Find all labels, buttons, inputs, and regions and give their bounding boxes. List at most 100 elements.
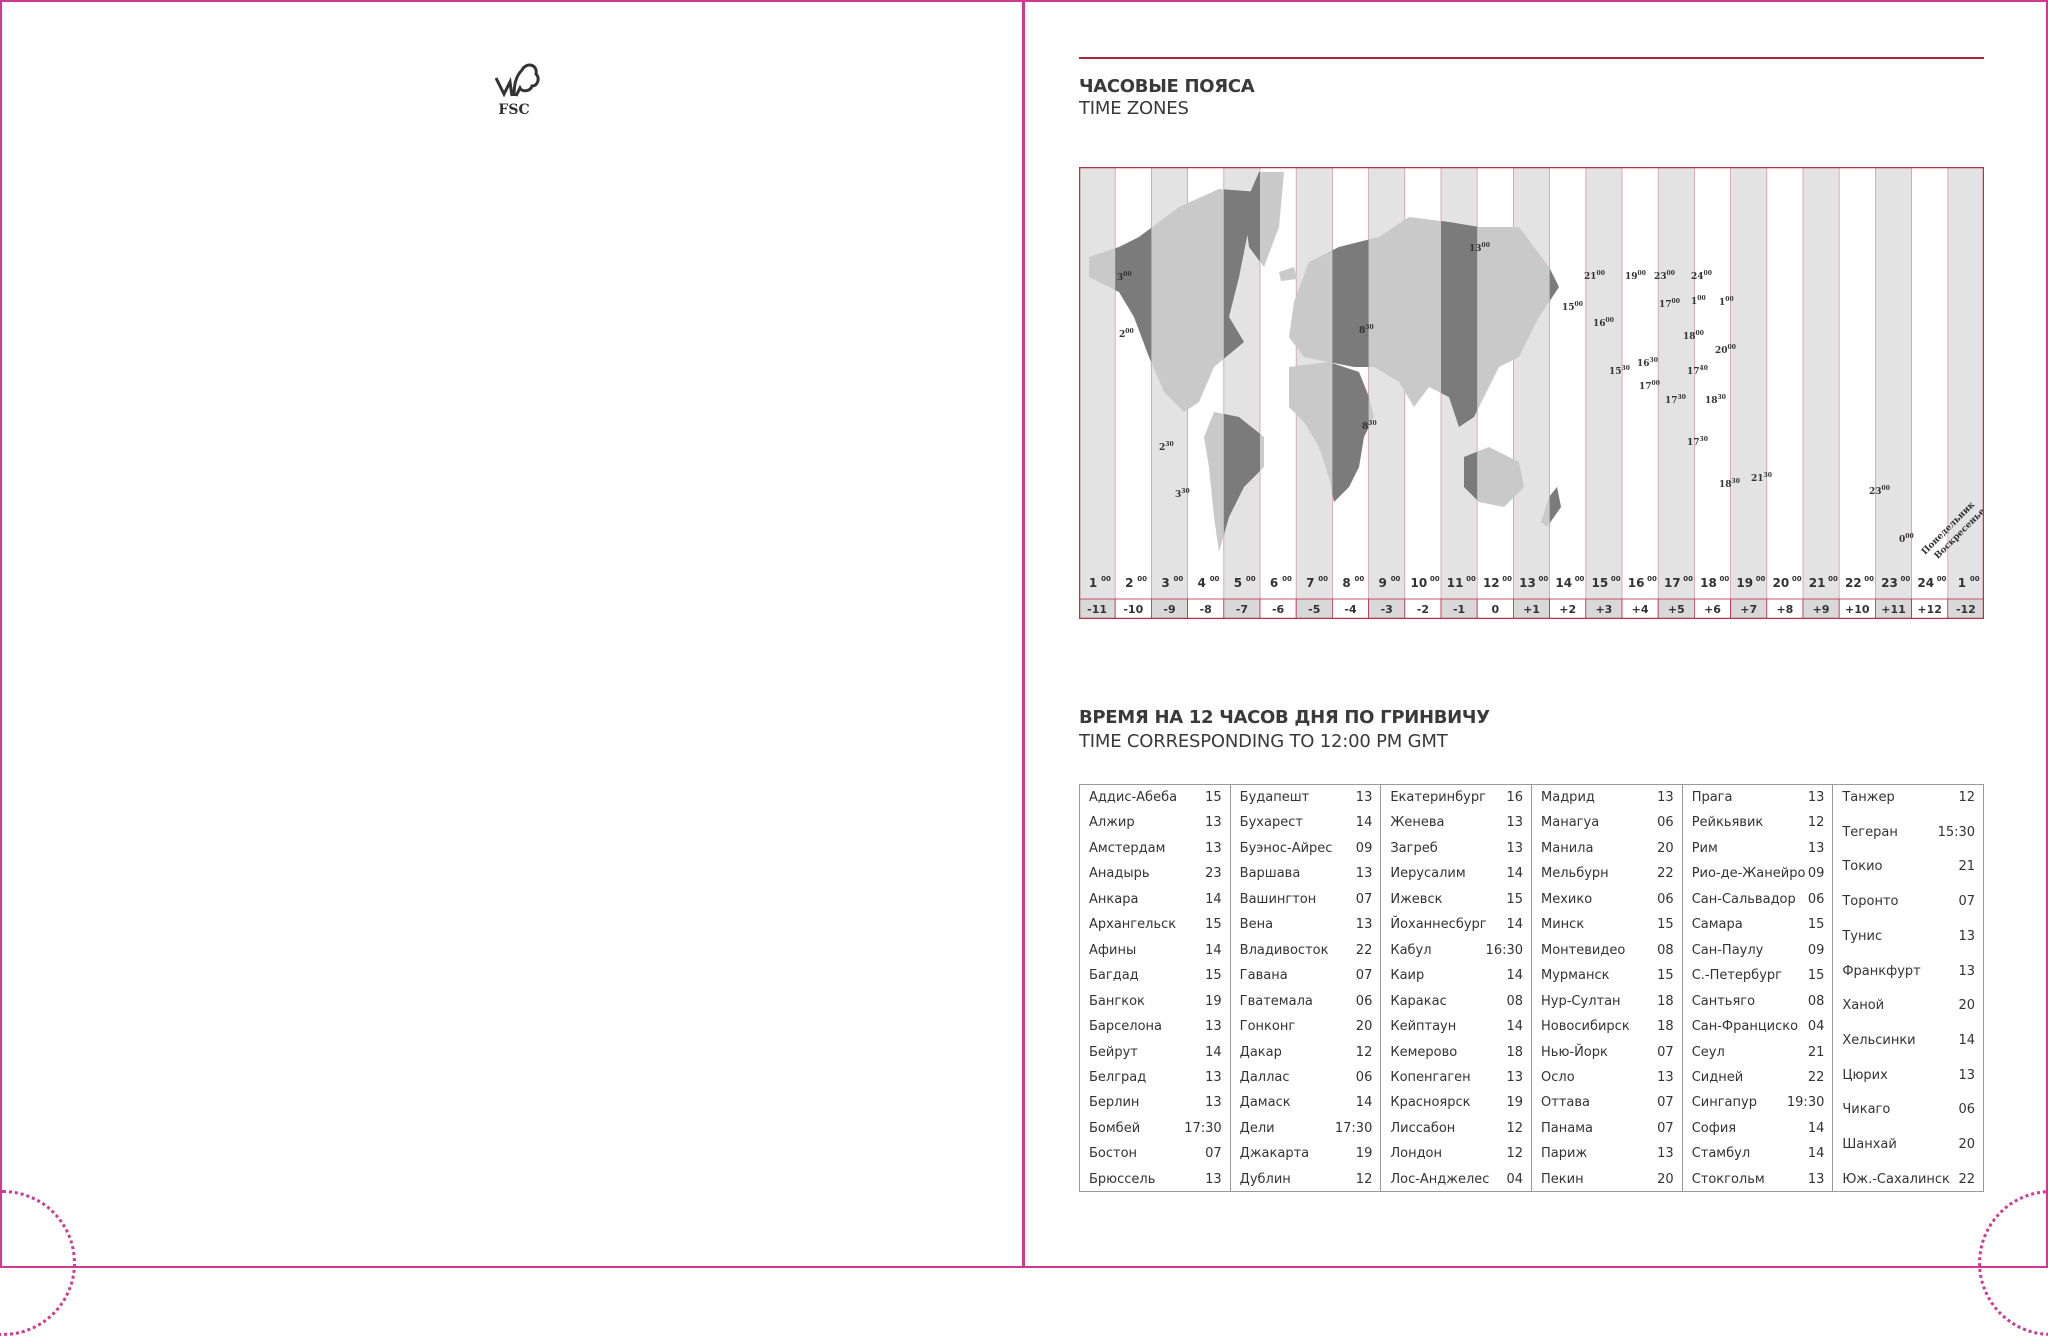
zone-hour-label: 20 — [1773, 576, 1790, 590]
time-zone-stripe — [1622, 167, 1659, 619]
city-name: Токио — [1842, 859, 1883, 875]
table-row: Торонто 07 — [1842, 893, 1975, 911]
table-row: Будапешт 13 — [1240, 789, 1373, 807]
city-name: Франкфурт — [1842, 963, 1921, 979]
utc-offset-label: +5 — [1668, 603, 1685, 616]
city-time: 14 — [1205, 942, 1222, 958]
table-row: Гватемала 06 — [1240, 993, 1373, 1011]
city-time-table: Аддис-Абеба 15 Алжир 13 Амстердам 13 Анадырь 23… — [1079, 784, 1984, 1192]
city-time: 14 — [1506, 917, 1524, 933]
city-time: 06 — [1807, 891, 1825, 907]
city-name: Кейптаун — [1390, 1019, 1457, 1035]
city-name: Красноярск — [1390, 1095, 1471, 1111]
city-name: Екатеринбург — [1390, 790, 1486, 805]
city-name: Кемерово — [1390, 1044, 1458, 1060]
table-row: Владивосток 22 — [1240, 942, 1373, 960]
zone-hour-label: 22 — [1845, 576, 1862, 590]
zone-time-label: 1730 — [1687, 436, 1708, 448]
zone-hour-minutes: 00 — [1756, 575, 1766, 583]
table-row: Чикаго 06 — [1842, 1101, 1975, 1119]
city-name: Манагуа — [1541, 815, 1600, 831]
zone-hour-minutes: 00 — [1318, 575, 1328, 583]
city-name: Мурманск — [1541, 968, 1610, 984]
city-name: Сидней — [1691, 1069, 1744, 1085]
zone-hour-minutes: 00 — [1792, 575, 1802, 583]
city-time: 22 — [1807, 1069, 1825, 1085]
city-name: Мельбурн — [1541, 866, 1609, 882]
zone-hour-minutes: 00 — [1391, 575, 1401, 583]
zone-hour-minutes: 00 — [1137, 575, 1147, 583]
zone-time-label: 2100 — [1584, 270, 1605, 282]
zone-time-label: 1740 — [1687, 365, 1708, 377]
table-row: Буэнос-Айрес 09 — [1240, 840, 1373, 858]
city-time: 13 — [1807, 840, 1825, 856]
zone-hour-label: 3 — [1161, 576, 1169, 590]
table-row: Сан-Франциско 04 — [1692, 1018, 1825, 1036]
zone-time-label: 2130 — [1751, 472, 1772, 484]
city-time: 13 — [1506, 815, 1524, 831]
table-row: Мельбурн 22 — [1541, 865, 1674, 883]
utc-offset-label: +8 — [1776, 603, 1793, 616]
table-row: Хельсинки 14 — [1842, 1032, 1975, 1050]
table-row: Нур-Султан 18 — [1541, 993, 1674, 1011]
gmt-title-en: TIME CORRESPONDING TO 12:00 PM GMT — [1079, 731, 1448, 752]
zone-time-label: 1800 — [1683, 330, 1704, 342]
world-time-zone-map: 3002002303308308301300150016001700190021… — [1079, 167, 1984, 619]
table-row: Лондон 12 — [1390, 1145, 1523, 1163]
city-name: Минск — [1541, 917, 1585, 933]
zone-hour-minutes: 00 — [1246, 575, 1256, 583]
time-zone-stripe — [1911, 167, 1948, 619]
time-zones-title-ru: ЧАСОВЫЕ ПОЯСА — [1079, 76, 1255, 97]
utc-offset-label: +7 — [1740, 603, 1757, 616]
utc-offset-label: -10 — [1123, 603, 1143, 616]
city-time: 23 — [1205, 866, 1222, 882]
city-name: Архангельск — [1089, 917, 1177, 933]
zone-hour-minutes: 00 — [1355, 575, 1365, 583]
table-column: Екатеринбург 16 Женева 13 Загреб 13 Иерусалим 1… — [1381, 785, 1533, 1191]
city-time: 15 — [1205, 790, 1222, 805]
zone-hour-label: 11 — [1447, 576, 1464, 590]
city-name: Будапешт — [1239, 790, 1310, 805]
city-time: 15 — [1506, 891, 1524, 907]
zone-hour-minutes: 00 — [1575, 575, 1585, 583]
city-name: Гавана — [1239, 968, 1288, 984]
city-name: Мехико — [1541, 891, 1593, 907]
city-name: Стамбул — [1691, 1146, 1751, 1162]
city-name: Багдад — [1089, 968, 1139, 984]
utc-offset-label: +11 — [1881, 603, 1906, 616]
table-row: Копенгаген 13 — [1390, 1069, 1523, 1087]
table-row: Екатеринбург 16 — [1390, 789, 1523, 807]
table-row: Рио-де-Жанейро 09 — [1692, 865, 1825, 883]
city-name: Вена — [1239, 917, 1274, 933]
city-name: Дакар — [1239, 1044, 1282, 1060]
city-name: Торонто — [1842, 894, 1899, 910]
city-time: 15 — [1807, 917, 1825, 933]
table-row: Бейрут 14 — [1089, 1044, 1222, 1062]
city-name: Буэнос-Айрес — [1239, 840, 1333, 856]
city-name: Чикаго — [1842, 1102, 1891, 1118]
table-row: Минск 15 — [1541, 916, 1674, 934]
utc-offset-label: -6 — [1272, 603, 1285, 616]
table-row: Амстердам 13 — [1089, 840, 1222, 858]
city-time: 13 — [1205, 1095, 1222, 1111]
city-time: 13 — [1958, 1067, 1976, 1083]
table-row: Сан-Сальвадор 06 — [1692, 891, 1825, 909]
table-row: Танжер 12 — [1842, 789, 1975, 807]
table-column: Аддис-Абеба 15 Алжир 13 Амстердам 13 Анадырь 23… — [1080, 785, 1231, 1191]
city-time: 19:30 — [1786, 1095, 1825, 1111]
table-row: Мадрид 13 — [1541, 789, 1674, 807]
zone-hour-minutes: 00 — [1901, 575, 1911, 583]
city-time: 13 — [1205, 1069, 1222, 1085]
city-time: 16:30 — [1485, 942, 1524, 958]
zone-time-label: 200 — [1119, 328, 1134, 340]
table-row: Мурманск 15 — [1541, 967, 1674, 985]
city-name: Анкара — [1089, 891, 1139, 907]
table-row: Джакарта 19 — [1240, 1145, 1373, 1163]
zone-time-label: 830 — [1359, 324, 1374, 336]
time-zone-stripe — [1947, 167, 1984, 619]
city-time: 14 — [1205, 1044, 1222, 1060]
city-time: 12 — [1506, 1146, 1524, 1162]
zone-hour-label: 5 — [1234, 576, 1242, 590]
utc-offset-label: -7 — [1236, 603, 1248, 616]
zone-hour-label: 21 — [1809, 576, 1826, 590]
